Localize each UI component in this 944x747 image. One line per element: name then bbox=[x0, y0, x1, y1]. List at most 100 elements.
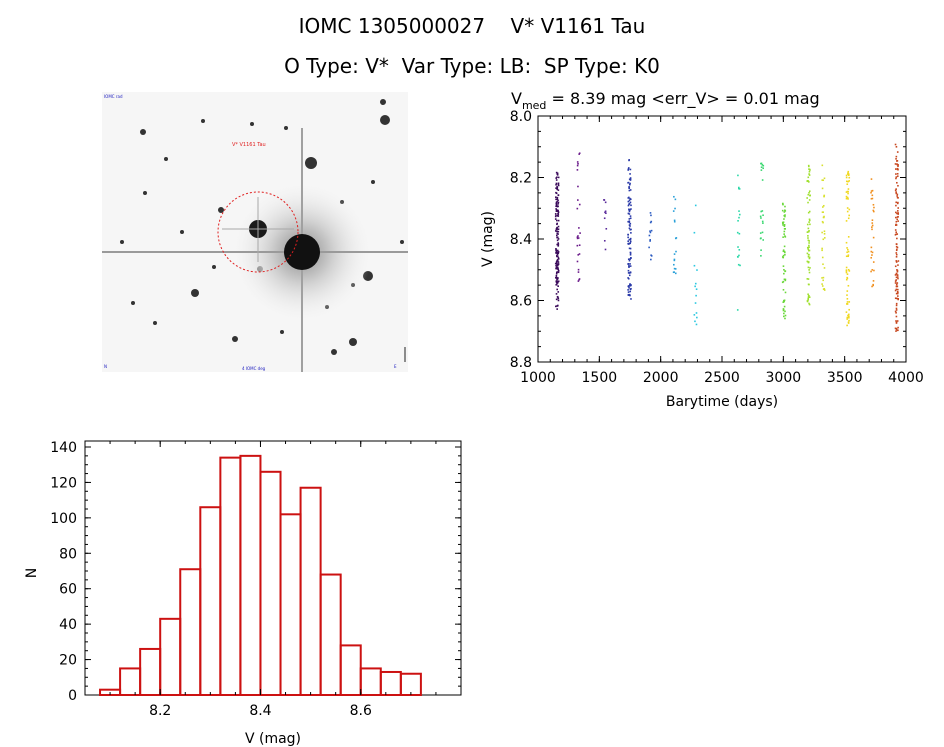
data-point-14-89 bbox=[896, 195, 898, 197]
data-point-13-15 bbox=[872, 236, 875, 239]
data-point-10-24 bbox=[808, 191, 810, 194]
data-point-14-67 bbox=[896, 246, 899, 249]
data-point-3-21 bbox=[628, 213, 631, 215]
y-tick-label: 140 bbox=[50, 440, 77, 456]
data-point-14-17 bbox=[895, 273, 898, 275]
data-point-0-132 bbox=[555, 204, 558, 207]
data-point-5-17 bbox=[673, 253, 676, 255]
y-tick-label: 8.4 bbox=[510, 232, 532, 248]
data-point-9-53 bbox=[784, 228, 786, 230]
data-point-14-24 bbox=[894, 289, 897, 292]
magnitude-histogram: 8.2 8.4 8.6 0 20 40 60 80 100 120 140 V (mag) N bbox=[24, 440, 462, 747]
data-point-1-4 bbox=[577, 254, 580, 256]
data-point-0-138 bbox=[556, 239, 559, 242]
data-point-8-14 bbox=[761, 220, 764, 223]
data-point-6-11 bbox=[693, 314, 696, 316]
data-point-0-137 bbox=[557, 205, 559, 208]
data-point-3-75 bbox=[628, 238, 631, 241]
data-point-3-72 bbox=[629, 179, 632, 181]
data-point-13-16 bbox=[871, 269, 874, 271]
data-point-6-4 bbox=[693, 231, 696, 234]
data-point-3-91 bbox=[629, 290, 632, 293]
y-tick-label: 120 bbox=[50, 475, 77, 491]
data-point-0-74 bbox=[557, 242, 559, 244]
data-point-13-6 bbox=[871, 219, 874, 221]
data-point-0-125 bbox=[555, 281, 558, 283]
field-star-13 bbox=[232, 336, 238, 342]
data-point-11-30 bbox=[822, 211, 824, 214]
data-point-9-30 bbox=[782, 224, 784, 226]
data-point-7-5 bbox=[738, 232, 741, 235]
data-point-14-91 bbox=[895, 321, 898, 324]
data-point-0-61 bbox=[554, 213, 557, 215]
data-point-0-12 bbox=[556, 209, 558, 211]
light-curve-chart: Vmed = 8.39 mag <err_V> = 0.01 mag 1000 1… bbox=[480, 89, 924, 410]
data-point-1-9 bbox=[577, 280, 580, 282]
data-point-12-58 bbox=[845, 195, 848, 198]
histogram-bar bbox=[159, 617, 182, 696]
data-point-14-26 bbox=[895, 302, 898, 305]
data-point-0-97 bbox=[556, 188, 558, 191]
data-point-12-66 bbox=[848, 176, 851, 179]
data-point-0-130 bbox=[555, 276, 558, 279]
data-point-0-28 bbox=[557, 228, 560, 231]
data-point-8-8 bbox=[761, 210, 764, 212]
data-point-11-17 bbox=[821, 179, 824, 181]
data-point-14-48 bbox=[896, 320, 899, 322]
data-point-14-57 bbox=[895, 327, 898, 330]
data-point-3-23 bbox=[630, 287, 632, 290]
data-point-11-12 bbox=[822, 279, 824, 282]
data-point-14-23 bbox=[895, 279, 897, 281]
data-point-1-25 bbox=[576, 260, 579, 263]
data-point-0-104 bbox=[556, 255, 558, 258]
data-point-3-102 bbox=[627, 293, 630, 296]
data-point-10-60 bbox=[808, 256, 811, 259]
data-point-4-10 bbox=[649, 221, 652, 224]
data-point-0-31 bbox=[554, 262, 557, 265]
x-tick-label: 3000 bbox=[766, 370, 802, 386]
data-point-4-0 bbox=[649, 240, 651, 242]
image-east-label: E bbox=[394, 364, 397, 369]
data-point-14-117 bbox=[894, 310, 897, 313]
data-point-4-6 bbox=[650, 214, 652, 217]
data-point-14-3 bbox=[896, 218, 899, 221]
data-point-8-12 bbox=[760, 166, 763, 169]
data-point-3-13 bbox=[629, 237, 632, 240]
data-point-11-28 bbox=[822, 221, 824, 224]
data-point-9-19 bbox=[783, 230, 786, 233]
data-point-6-8 bbox=[695, 312, 698, 314]
x-tick-label: 8.4 bbox=[249, 703, 271, 719]
data-point-0-20 bbox=[557, 230, 560, 233]
data-point-3-61 bbox=[628, 221, 631, 224]
data-point-14-58 bbox=[894, 229, 897, 231]
data-point-3-109 bbox=[630, 257, 632, 259]
data-point-11-32 bbox=[823, 177, 826, 180]
data-point-3-80 bbox=[627, 263, 629, 265]
data-point-10-40 bbox=[807, 261, 810, 263]
data-point-3-36 bbox=[628, 259, 631, 262]
data-point-3-83 bbox=[627, 181, 630, 184]
field-star-22 bbox=[280, 330, 284, 334]
data-point-13-27 bbox=[871, 194, 874, 197]
data-point-9-51 bbox=[783, 233, 785, 235]
data-point-13-24 bbox=[871, 254, 873, 256]
y-tick-label: 8.0 bbox=[510, 109, 532, 125]
data-point-14-44 bbox=[894, 282, 897, 284]
data-point-12-62 bbox=[847, 174, 850, 176]
data-point-0-77 bbox=[557, 189, 560, 191]
data-point-9-42 bbox=[784, 278, 787, 281]
data-point-8-20 bbox=[760, 210, 762, 213]
data-point-12-14 bbox=[845, 180, 848, 183]
data-point-3-101 bbox=[627, 289, 629, 291]
data-point-14-63 bbox=[896, 274, 899, 276]
data-point-1-2 bbox=[578, 278, 580, 281]
data-point-14-73 bbox=[894, 143, 897, 146]
data-point-3-3 bbox=[630, 232, 632, 234]
data-point-9-18 bbox=[784, 279, 787, 282]
data-point-3-71 bbox=[629, 247, 632, 250]
data-point-13-25 bbox=[873, 210, 875, 213]
data-point-9-39 bbox=[782, 236, 784, 238]
data-point-9-56 bbox=[782, 250, 785, 253]
data-point-0-157 bbox=[554, 215, 557, 218]
data-point-2-1 bbox=[604, 201, 607, 204]
